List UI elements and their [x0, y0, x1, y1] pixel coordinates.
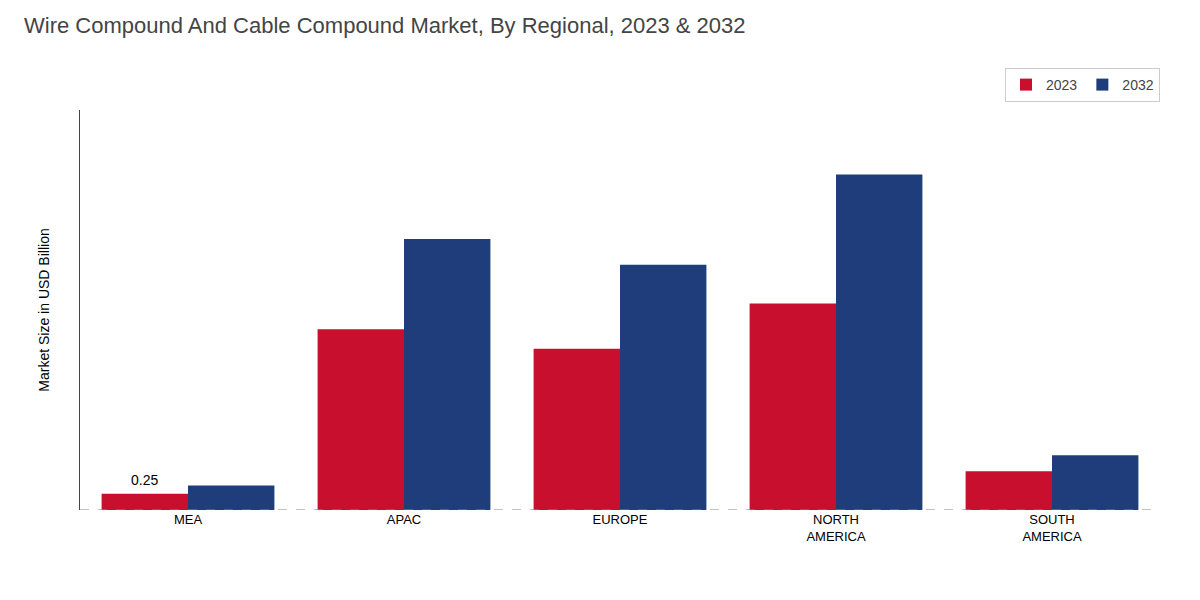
svg-text:0.25: 0.25: [131, 472, 158, 488]
svg-text:NORTHAMERICA: NORTHAMERICA: [806, 512, 866, 544]
svg-text:APAC: APAC: [387, 512, 421, 527]
svg-text:EUROPE: EUROPE: [593, 512, 648, 527]
svg-text:2023: 2023: [1046, 77, 1077, 93]
svg-text:MEA: MEA: [174, 512, 203, 527]
svg-text:Wire Compound And Cable Compou: Wire Compound And Cable Compound Market,…: [24, 13, 746, 38]
svg-text:2032: 2032: [1122, 77, 1153, 93]
svg-text:SOUTHAMERICA: SOUTHAMERICA: [1022, 512, 1082, 544]
svg-text:Market Size in USD Billion: Market Size in USD Billion: [36, 228, 52, 391]
